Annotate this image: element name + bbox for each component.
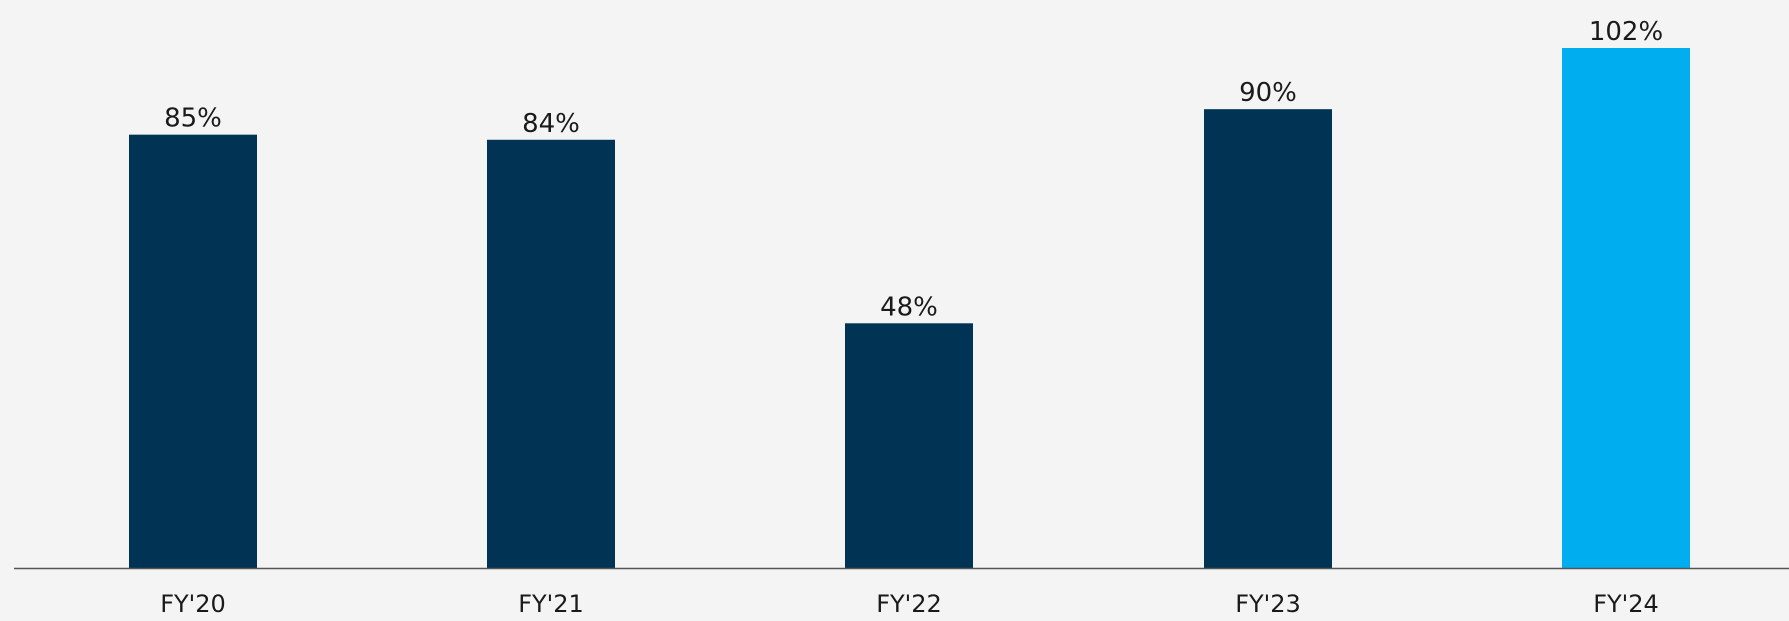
bar-fy21	[487, 139, 615, 568]
value-label-fy20: 85%	[164, 104, 222, 134]
bar-fy23	[1204, 109, 1332, 569]
value-label-fy21: 84%	[522, 109, 580, 139]
x-tick-label-fy24: FY'24	[1593, 590, 1659, 618]
value-labels-group: 85% 84% 48% 90% 102%	[164, 17, 1663, 322]
bar-fy20	[129, 134, 257, 568]
bar-fy24	[1562, 48, 1690, 568]
value-label-fy22: 48%	[880, 292, 938, 322]
x-tick-label-fy21: FY'21	[518, 590, 584, 618]
x-tick-label-fy20: FY'20	[160, 590, 226, 618]
value-label-fy23: 90%	[1239, 78, 1297, 108]
bar-fy22	[845, 323, 973, 568]
value-label-fy24: 102%	[1589, 17, 1663, 47]
bars-group	[129, 48, 1690, 569]
x-tick-label-fy22: FY'22	[876, 590, 942, 618]
x-tick-label-fy23: FY'23	[1235, 590, 1301, 618]
x-tick-labels-group: FY'20 FY'21 FY'22 FY'23 FY'24	[160, 590, 1659, 618]
